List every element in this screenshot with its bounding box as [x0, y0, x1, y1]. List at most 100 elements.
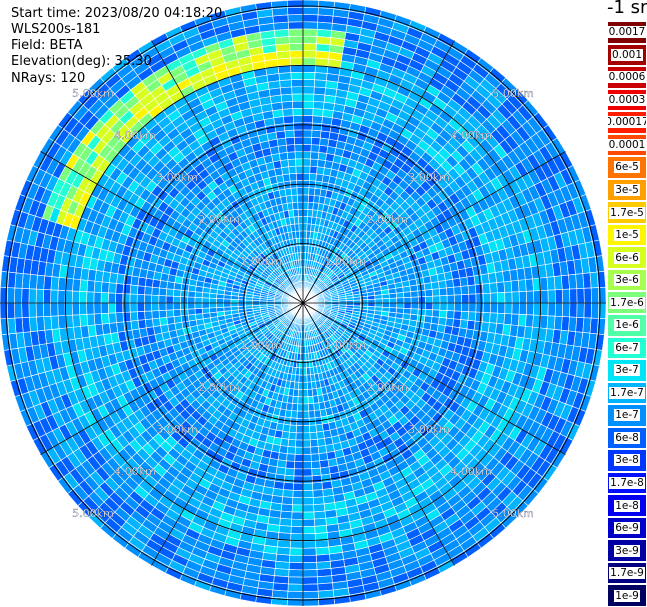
range-gate-cell: [302, 216, 308, 225]
range-gate-cell: [367, 298, 376, 304]
range-gate-cell: [36, 316, 46, 332]
range-gate-cell: [292, 201, 299, 211]
range-ring-label: 1.00km: [240, 255, 282, 268]
range-gate-cell: [57, 315, 67, 329]
range-gate-cell: [497, 302, 506, 314]
range-gate-cell: [288, 35, 304, 44]
range-gate-cell: [302, 143, 312, 153]
range-gate-cell: [172, 295, 181, 304]
range-ring-label: 4.00km: [114, 465, 156, 478]
range-gate-cell: [166, 316, 176, 325]
range-gate-cell: [295, 432, 304, 441]
range-gate-cell: [526, 302, 535, 316]
range-gate-cell: [287, 590, 304, 600]
range-gate-cell: [276, 546, 291, 556]
range-gate-cell: [290, 518, 304, 527]
colorbar-level-label: 1e-6: [614, 319, 640, 332]
range-gate-cell: [312, 482, 323, 491]
range-gate-cell: [302, 71, 316, 80]
colorbar-level: 6e-5: [607, 156, 647, 179]
range-gate-cell: [288, 165, 297, 175]
elevation-label: Elevation(deg): 35.30: [11, 54, 152, 69]
colorbar-level-label: 3e-7: [614, 364, 640, 377]
range-gate-cell: [286, 446, 296, 455]
colorbar-level: 0.00017: [607, 111, 647, 134]
range-gate-cell: [151, 286, 160, 296]
range-gate-cell: [288, 569, 304, 578]
range-gate-cell: [165, 295, 174, 304]
range-gate-cell: [278, 525, 292, 534]
colorbar-level: 6e-6: [607, 246, 647, 269]
range-gate-cell: [302, 468, 313, 477]
device-label: WLS200s-181: [11, 22, 101, 37]
range-gate-cell: [289, 172, 297, 182]
range-gate-cell: [42, 302, 52, 317]
range-gate-cell: [302, 389, 309, 398]
range-gate-cell: [277, 452, 288, 462]
range-gate-cell: [79, 314, 89, 327]
range-gate-cell: [309, 424, 317, 434]
range-gate-cell: [216, 298, 225, 304]
range-gate-cell: [287, 583, 304, 592]
range-gate-cell: [496, 281, 506, 294]
range-gate-cell: [285, 136, 296, 146]
range-gate-cell: [293, 468, 304, 477]
colorbar: 0.0017 0.001 0.0006 0.0003 0.00017 0.0001 6e-5…: [607, 21, 647, 607]
range-gate-cell: [540, 302, 549, 317]
range-gate-cell: [72, 278, 81, 292]
range-gate-cell: [290, 526, 304, 535]
range-gate-cell: [283, 115, 294, 124]
range-ring-label: 2.00km: [366, 381, 408, 394]
nrays-label: NRays: 120: [11, 71, 86, 86]
range-gate-cell: [79, 302, 88, 316]
range-gate-cell: [187, 296, 196, 304]
range-gate-cell: [158, 309, 168, 319]
range-gate-cell: [86, 302, 95, 315]
range-gate-cell: [306, 374, 312, 383]
range-gate-cell: [446, 286, 455, 296]
range-gate-cell: [71, 290, 80, 304]
range-gate-cell: [194, 302, 203, 309]
range-gate-cell: [289, 57, 304, 66]
range-gate-cell: [302, 475, 313, 484]
range-gate-cell: [279, 79, 292, 89]
range-gate-cell: [282, 489, 294, 498]
range-gate-cell: [381, 298, 390, 304]
colorbar-level-label: 6e-7: [614, 341, 640, 354]
range-gate-cell: [468, 293, 477, 304]
range-gate-cell: [122, 283, 132, 295]
range-gate-cell: [302, 208, 309, 217]
range-gate-cell: [172, 302, 181, 311]
range-gate-cell: [302, 6, 319, 16]
colorbar-level: 1e-6: [607, 314, 647, 337]
range-gate-cell: [129, 311, 139, 322]
range-gate-cell: [285, 195, 293, 204]
range-gate-cell: [302, 50, 317, 59]
range-gate-cell: [562, 288, 571, 304]
range-gate-cell: [302, 461, 312, 470]
colorbar-unit-label: -1 sr: [607, 0, 647, 18]
range-gate-cell: [554, 289, 564, 304]
range-gate-cell: [445, 278, 455, 289]
range-gate-cell: [86, 280, 96, 293]
range-gate-cell: [57, 289, 66, 304]
range-gate-cell: [439, 302, 448, 311]
range-gate-cell: [311, 129, 322, 139]
range-gate-cell: [546, 276, 556, 291]
range-gate-cell: [302, 194, 309, 203]
range-gate-cell: [533, 302, 542, 316]
range-gate-cell: [291, 511, 304, 520]
range-gate-cell: [511, 291, 520, 304]
range-ring-label: 3.00km: [156, 423, 198, 436]
range-gate-cell: [431, 288, 441, 297]
range-gate-cell: [288, 431, 297, 441]
range-gate-cell: [143, 294, 153, 304]
range-gate-cell: [389, 297, 398, 304]
range-gate-cell: [312, 100, 325, 110]
range-gate-cell: [299, 244, 304, 253]
range-gate-cell: [291, 93, 304, 102]
range-gate-cell: [388, 292, 397, 299]
range-gate-cell: [223, 298, 232, 304]
range-gate-cell: [280, 159, 290, 168]
range-gate-cell: [294, 453, 304, 463]
